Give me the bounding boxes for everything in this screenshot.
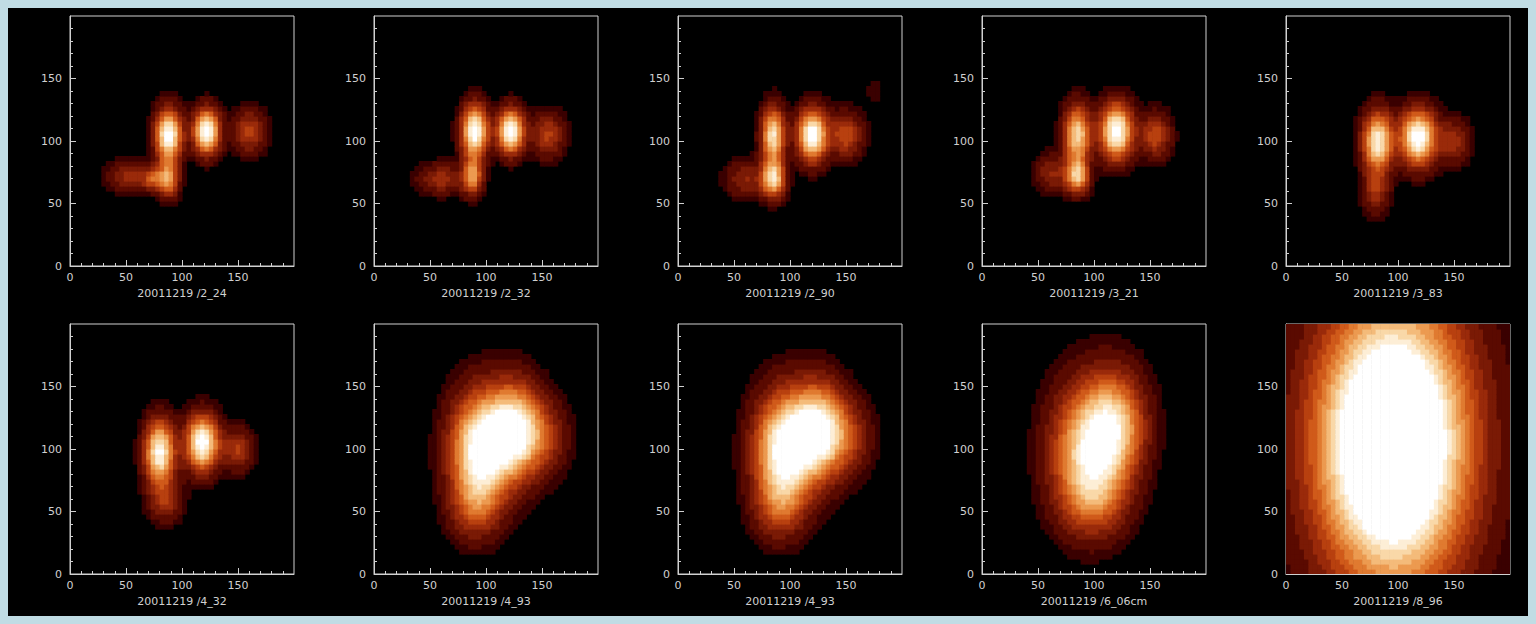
svg-text:50: 50 (727, 271, 741, 284)
svg-text:20011219 /2_24: 20011219 /2_24 (137, 287, 227, 300)
svg-text:100: 100 (41, 135, 62, 148)
svg-text:100: 100 (780, 579, 801, 592)
svg-text:0: 0 (979, 271, 986, 284)
svg-text:0: 0 (67, 579, 74, 592)
svg-text:150: 150 (1257, 380, 1278, 393)
svg-text:50: 50 (1031, 271, 1045, 284)
svg-text:0: 0 (663, 260, 670, 273)
svg-text:150: 150 (953, 72, 974, 85)
svg-text:50: 50 (48, 197, 62, 210)
svg-text:50: 50 (960, 505, 974, 518)
svg-text:50: 50 (656, 505, 670, 518)
svg-text:100: 100 (172, 579, 193, 592)
svg-text:100: 100 (780, 271, 801, 284)
svg-text:100: 100 (1257, 135, 1278, 148)
svg-text:150: 150 (228, 271, 249, 284)
svg-text:0: 0 (967, 260, 974, 273)
svg-text:100: 100 (345, 135, 366, 148)
svg-text:150: 150 (345, 380, 366, 393)
svg-text:0: 0 (675, 579, 682, 592)
svg-text:0: 0 (1283, 579, 1290, 592)
svg-text:0: 0 (1283, 271, 1290, 284)
svg-text:0: 0 (55, 260, 62, 273)
svg-text:50: 50 (423, 271, 437, 284)
svg-text:50: 50 (1335, 271, 1349, 284)
svg-text:100: 100 (172, 271, 193, 284)
svg-text:20011219 /4_93: 20011219 /4_93 (745, 595, 835, 608)
svg-text:150: 150 (836, 579, 857, 592)
svg-text:50: 50 (1264, 505, 1278, 518)
svg-text:150: 150 (1444, 271, 1465, 284)
svg-text:50: 50 (48, 505, 62, 518)
svg-text:20011219 /4_93: 20011219 /4_93 (441, 595, 531, 608)
svg-text:50: 50 (960, 197, 974, 210)
svg-text:100: 100 (1084, 579, 1105, 592)
svg-text:100: 100 (476, 271, 497, 284)
svg-text:20011219 /3_83: 20011219 /3_83 (1353, 287, 1443, 300)
svg-text:100: 100 (953, 443, 974, 456)
svg-text:100: 100 (1388, 579, 1409, 592)
svg-text:150: 150 (1140, 271, 1161, 284)
svg-text:100: 100 (1257, 443, 1278, 456)
svg-text:150: 150 (1140, 579, 1161, 592)
svg-text:150: 150 (41, 72, 62, 85)
svg-text:150: 150 (532, 579, 553, 592)
svg-text:100: 100 (1084, 271, 1105, 284)
svg-text:0: 0 (979, 579, 986, 592)
svg-text:0: 0 (675, 271, 682, 284)
svg-text:50: 50 (352, 197, 366, 210)
svg-text:20011219 /4_32: 20011219 /4_32 (137, 595, 227, 608)
svg-text:20011219 /3_21: 20011219 /3_21 (1049, 287, 1139, 300)
svg-text:150: 150 (532, 271, 553, 284)
svg-text:0: 0 (371, 579, 378, 592)
svg-text:0: 0 (663, 568, 670, 581)
svg-text:50: 50 (1335, 579, 1349, 592)
svg-text:50: 50 (119, 579, 133, 592)
svg-text:150: 150 (836, 271, 857, 284)
svg-text:20011219 /2_90: 20011219 /2_90 (745, 287, 835, 300)
svg-text:50: 50 (1031, 579, 1045, 592)
svg-text:100: 100 (476, 579, 497, 592)
svg-text:150: 150 (345, 72, 366, 85)
svg-text:100: 100 (649, 135, 670, 148)
svg-text:150: 150 (1444, 579, 1465, 592)
svg-text:20011219 /8_96: 20011219 /8_96 (1353, 595, 1443, 608)
svg-text:150: 150 (953, 380, 974, 393)
svg-text:50: 50 (656, 197, 670, 210)
svg-text:100: 100 (1388, 271, 1409, 284)
svg-text:150: 150 (41, 380, 62, 393)
svg-text:0: 0 (359, 568, 366, 581)
svg-text:150: 150 (649, 72, 670, 85)
svg-text:0: 0 (1271, 260, 1278, 273)
svg-text:50: 50 (352, 505, 366, 518)
svg-text:0: 0 (371, 271, 378, 284)
svg-text:20011219 /6_06cm: 20011219 /6_06cm (1041, 595, 1147, 608)
svg-text:20011219 /2_32: 20011219 /2_32 (441, 287, 531, 300)
svg-text:50: 50 (119, 271, 133, 284)
svg-text:150: 150 (649, 380, 670, 393)
svg-text:100: 100 (649, 443, 670, 456)
svg-text:50: 50 (423, 579, 437, 592)
svg-text:50: 50 (1264, 197, 1278, 210)
svg-text:50: 50 (727, 579, 741, 592)
svg-text:100: 100 (41, 443, 62, 456)
svg-text:0: 0 (967, 568, 974, 581)
svg-text:0: 0 (1271, 568, 1278, 581)
svg-text:0: 0 (55, 568, 62, 581)
svg-text:0: 0 (67, 271, 74, 284)
svg-text:100: 100 (345, 443, 366, 456)
svg-text:100: 100 (953, 135, 974, 148)
svg-text:150: 150 (1257, 72, 1278, 85)
svg-text:150: 150 (228, 579, 249, 592)
svg-text:0: 0 (359, 260, 366, 273)
